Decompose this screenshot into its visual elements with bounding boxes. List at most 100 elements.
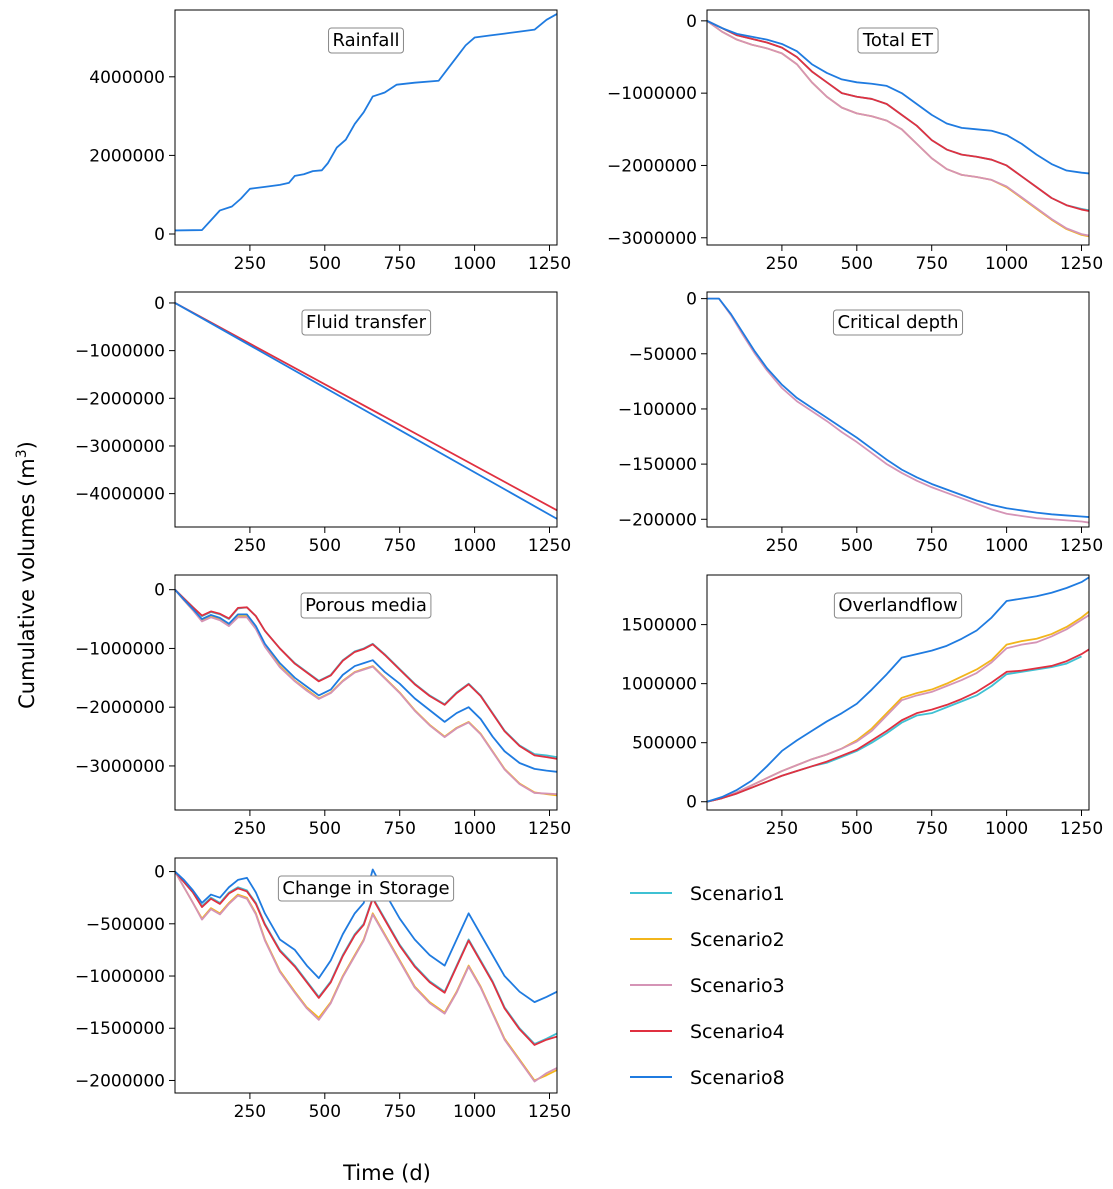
legend-label-scenario1: Scenario1	[690, 883, 785, 905]
overlandflow-x-tick-label: 500	[841, 819, 873, 839]
change-in-storage-title-text: Change in Storage	[282, 878, 449, 899]
porous-media-x-tick-label: 250	[234, 819, 266, 839]
legend-label-scenario3: Scenario3	[690, 975, 785, 997]
overlandflow-title-box	[833, 592, 963, 619]
overlandflow-y-tick-label: 1500000	[621, 616, 697, 636]
legend-item-scenario3: Scenario3	[630, 975, 785, 997]
overlandflow-x-tick-label: 750	[915, 819, 947, 839]
rainfall-series-scenario8	[175, 13, 557, 232]
total-et-series-scenario3	[707, 20, 1089, 237]
fluid-transfer-axes-frame	[174, 291, 558, 528]
rainfall-axes-frame	[174, 9, 558, 246]
porous-media-x-tick-label: 500	[309, 819, 341, 839]
fluid-transfer-x-tick-label: 1250	[528, 536, 571, 556]
critical-depth-y-tick-label: −50000	[629, 345, 697, 365]
change-in-storage-title-box	[277, 875, 455, 902]
porous-media-series-group	[175, 589, 557, 797]
fluid-transfer-series-scenario8	[175, 302, 557, 520]
legend-item-scenario1: Scenario1	[630, 883, 785, 905]
change-in-storage-title: Change in Storage	[277, 875, 455, 902]
overlandflow-axes-frame	[706, 574, 1090, 811]
panel-overlandflow: 250 500 750 1000 1250 0 500000 1000000 1500000 Ov…	[621, 574, 1103, 839]
change-in-storage-x-tick-label: 1250	[528, 1102, 571, 1122]
overlandflow-x-tick-label: 250	[766, 819, 798, 839]
change-in-storage-series-scenario3	[175, 871, 557, 1083]
critical-depth-y-tick-label: −150000	[618, 455, 697, 475]
rainfall-title-box	[328, 27, 404, 54]
critical-depth-title: Critical depth	[832, 309, 964, 336]
change-in-storage-axes-frame	[174, 857, 558, 1094]
porous-media-y-tick-label: −2000000	[75, 698, 165, 718]
y-axis-label-main: Cumulative volumes (m	[15, 458, 39, 709]
rainfall-x-tick-label: 250	[234, 254, 266, 274]
porous-media-title-box	[300, 592, 432, 619]
critical-depth-series-scenario8	[707, 297, 1089, 518]
total-et-x-tick-label: 500	[841, 254, 873, 274]
overlandflow-y-tick-label: 0	[686, 793, 697, 813]
change-in-storage-x-tick-label: 1000	[453, 1102, 496, 1122]
rainfall-x-tick-label: 1000	[453, 254, 496, 274]
overlandflow-series-group	[707, 576, 1089, 803]
total-et-y-tick-label: 0	[686, 12, 697, 32]
total-et-series-scenario4	[707, 20, 1089, 212]
critical-depth-x-tick-label: 750	[915, 536, 947, 556]
critical-depth-x-tick-label: 1250	[1060, 536, 1103, 556]
overlandflow-x-tick-label: 1000	[985, 819, 1028, 839]
legend-label-scenario2: Scenario2	[690, 929, 785, 951]
porous-media-series-scenario8	[175, 589, 557, 773]
critical-depth-x-tick-label: 1000	[985, 536, 1028, 556]
change-in-storage-x-tick-label: 250	[234, 1102, 266, 1122]
fluid-transfer-x-tick-label: 1000	[453, 536, 496, 556]
fluid-transfer-y-tick-label: −3000000	[75, 437, 165, 457]
y-axis-label-close: )	[15, 441, 39, 449]
overlandflow-title-text: Overlandflow	[838, 595, 957, 616]
panel-rainfall: 250 500 750 1000 1250 0 2000000 4000000 Rainfall	[89, 9, 571, 274]
total-et-y-tick-label: −3000000	[607, 229, 697, 249]
rainfall-x-tick-label: 500	[309, 254, 341, 274]
porous-media-y-tick-label: −1000000	[75, 639, 165, 659]
porous-media-series-scenario4	[175, 589, 557, 760]
total-et-series-scenario8	[707, 20, 1089, 175]
panels-group: 250 500 750 1000 1250 0 2000000 4000000 Rainfall…	[75, 9, 1103, 1122]
legend: Scenario1 Scenario2 Scenario3 Scenario4 Scen…	[630, 883, 785, 1089]
change-in-storage-y-tick-label: −1500000	[75, 1019, 165, 1039]
change-in-storage-series-scenario8	[175, 868, 557, 1004]
fluid-transfer-title-box	[301, 309, 432, 336]
total-et-axes-frame	[706, 9, 1090, 246]
fluid-transfer-title: Fluid transfer	[301, 309, 432, 336]
rainfall-title: Rainfall	[328, 27, 404, 54]
total-et-title-box	[857, 27, 939, 54]
porous-media-x-tick-label: 1250	[528, 819, 571, 839]
porous-media-axes-frame	[174, 574, 558, 811]
legend-item-scenario2: Scenario2	[630, 929, 785, 951]
porous-media-title: Porous media	[300, 592, 432, 619]
rainfall-y-tick-label: 4000000	[89, 68, 165, 88]
panel-critical-depth: 250 500 750 1000 1250 0 −50000 −100000 −150000 −2…	[618, 290, 1103, 556]
change-in-storage-series-scenario2	[175, 871, 557, 1082]
critical-depth-x-tick-label: 250	[766, 536, 798, 556]
panel-total-et: 250 500 750 1000 1250 0 −1000000 −2000000 −30000…	[607, 9, 1103, 274]
porous-media-y-tick-label: −3000000	[75, 757, 165, 777]
overlandflow-series-scenario4	[707, 648, 1089, 803]
change-in-storage-x-tick-label: 500	[309, 1102, 341, 1122]
rainfall-x-tick-label: 750	[383, 254, 415, 274]
rainfall-y-tick-label: 2000000	[89, 146, 165, 166]
panel-fluid-transfer: 250 500 750 1000 1250 0 −1000000 −2000000 −30000…	[75, 291, 571, 556]
porous-media-series-scenario3	[175, 589, 557, 796]
total-et-title: Total ET	[857, 27, 939, 54]
fluid-transfer-title-text: Fluid transfer	[306, 312, 427, 333]
fluid-transfer-y-tick-label: −1000000	[75, 342, 165, 362]
overlandflow-series-scenario2	[707, 610, 1089, 803]
overlandflow-x-tick-label: 1250	[1060, 819, 1103, 839]
overlandflow-title: Overlandflow	[833, 592, 963, 619]
change-in-storage-series-group	[175, 868, 557, 1083]
rainfall-series-group	[175, 13, 557, 232]
total-et-title-text: Total ET	[862, 30, 934, 51]
legend-item-scenario4: Scenario4	[630, 1021, 785, 1043]
fluid-transfer-x-tick-label: 500	[309, 536, 341, 556]
overlandflow-y-tick-label: 1000000	[621, 675, 697, 695]
change-in-storage-y-tick-label: −2000000	[75, 1071, 165, 1091]
rainfall-x-tick-label: 1250	[528, 254, 571, 274]
total-et-x-tick-label: 1000	[985, 254, 1028, 274]
